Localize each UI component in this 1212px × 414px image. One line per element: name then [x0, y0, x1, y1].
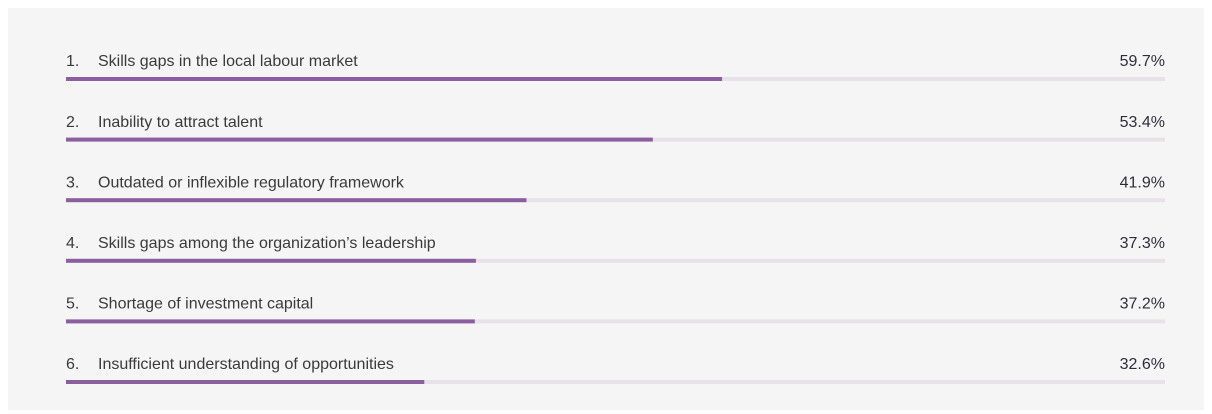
category-label: Skills gaps among the organization’s lea…: [98, 235, 436, 252]
panel: [8, 8, 1204, 410]
rank: 6.: [66, 356, 79, 373]
bar: [66, 258, 476, 263]
category-label: Shortage of investment capital: [98, 296, 313, 313]
category-label: Insufficient understanding of opportunit…: [98, 356, 394, 373]
value-label: 41.9%: [1120, 174, 1165, 191]
bar-track: [66, 319, 1165, 324]
bar: [66, 77, 723, 81]
category-label: Skills gaps in the local labour market: [98, 53, 358, 70]
bar-track: [66, 258, 1165, 263]
value-label: 53.4%: [1120, 114, 1165, 131]
value-label: 37.2%: [1120, 296, 1165, 313]
rank: 5.: [66, 296, 79, 313]
category-label: Outdated or inflexible regulatory framew…: [98, 174, 405, 191]
rank: 3.: [66, 174, 79, 191]
rank: 2.: [66, 114, 79, 131]
bar: [66, 380, 425, 384]
value-label: 32.6%: [1120, 356, 1165, 373]
bar-track: [66, 380, 1165, 384]
category-label: Inability to attract talent: [98, 114, 263, 131]
value-label: 37.3%: [1120, 235, 1165, 252]
rank: 1.: [66, 53, 79, 70]
bar: [66, 198, 527, 203]
bar-track: [66, 198, 1165, 203]
value-label: 59.7%: [1120, 53, 1165, 70]
bar: [66, 319, 475, 324]
rank: 4.: [66, 235, 79, 252]
bar: [66, 137, 653, 142]
